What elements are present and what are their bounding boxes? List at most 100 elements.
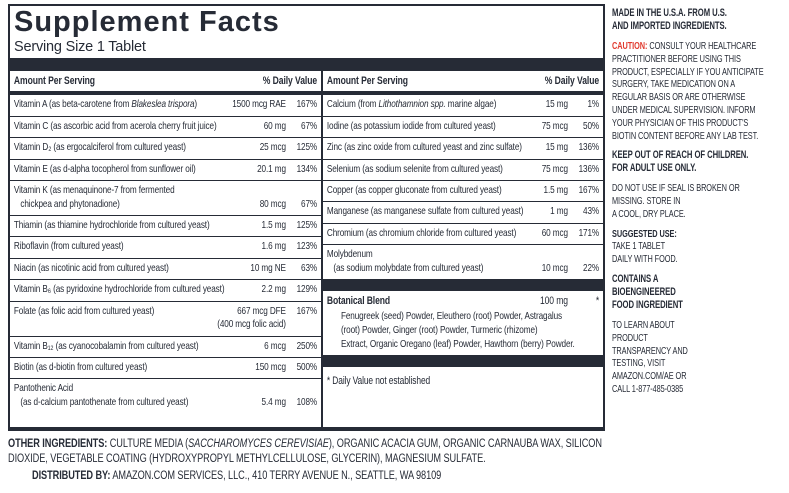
other-ingredients-text: OTHER INGREDIENTS: CULTURE MEDIA (SACCHA… bbox=[8, 437, 609, 467]
nutrient-amount: 150 mcg bbox=[255, 361, 286, 374]
nutrient-row: Manganese (as manganese sulfate from cul… bbox=[323, 201, 603, 222]
side-panel-paragraph: MADE IN THE U.S.A. FROM U.S. AND IMPORTE… bbox=[612, 7, 788, 33]
botanical-blend-section: Botanical Blend 100 mg * Fenugreek (seed… bbox=[323, 291, 603, 354]
nutrient-amount: 15 mg bbox=[545, 141, 568, 154]
nutrient-daily-value: 134% bbox=[296, 162, 318, 175]
other-ingredients-label: OTHER INGREDIENTS: bbox=[8, 438, 108, 450]
side-panel-paragraph: KEEP OUT OF REACH OF CHILDREN. FOR ADULT… bbox=[612, 149, 788, 175]
nutrient-daily-value: 22% bbox=[583, 261, 600, 274]
nutrient-label: Folate (as folic acid from cultured yeas… bbox=[13, 304, 155, 317]
nutrient-row: Vitamin C (as ascorbic acid from acerola… bbox=[10, 115, 321, 137]
nutrient-daily-value: 500% bbox=[296, 361, 318, 374]
nutrient-rows-right: Calcium (from Lithothamnion spp. marine … bbox=[323, 95, 603, 279]
paragraph-text: MADE IN THE U.S.A. FROM U.S. AND IMPORTE… bbox=[612, 7, 727, 32]
nutrient-amount: 5.4 mg bbox=[261, 396, 286, 409]
nutrient-label: Vitamin B₆ (as pyridoxine hydrochloride … bbox=[13, 283, 225, 296]
nutrient-row: Chromium (as chromium chloride from cult… bbox=[323, 222, 603, 244]
nutrient-row: Zinc (as zinc oxide from cultured yeast … bbox=[323, 137, 603, 158]
nutrient-label: Iodine (as potassium iodide from culture… bbox=[326, 119, 496, 132]
nutrient-daily-value: 171% bbox=[578, 226, 600, 239]
nutrient-label: Vitamin C (as ascorbic acid from acerola… bbox=[13, 119, 217, 132]
nutrient-label: Vitamin K (as menaquinone-7 from ferment… bbox=[13, 183, 175, 210]
divider-bar-mid bbox=[323, 279, 603, 292]
nutrient-label: Riboflavin (from cultured yeast) bbox=[13, 240, 124, 253]
nutrient-daily-value: 167% bbox=[296, 304, 318, 317]
facts-column-left: Amount Per Serving % Daily Value Vitamin… bbox=[10, 71, 321, 427]
nutrient-label: Copper (as copper gluconate from culture… bbox=[326, 183, 502, 196]
nutrient-label: Molybdenum (as sodium molybdate from cul… bbox=[326, 247, 484, 274]
nutrient-rows-left: Vitamin A (as beta-carotene from Blakesl… bbox=[10, 95, 321, 413]
facts-columns: Amount Per Serving % Daily Value Vitamin… bbox=[10, 71, 603, 427]
nutrient-daily-value: 136% bbox=[578, 162, 600, 175]
side-panel-paragraph: SUGGESTED USE: TAKE 1 TABLET DAILY WITH … bbox=[612, 228, 788, 266]
nutrient-label: Vitamin E (as d-alpha tocopherol from su… bbox=[13, 162, 196, 175]
footer-text-content: OTHER INGREDIENTS: CULTURE MEDIA (SACCHA… bbox=[8, 437, 609, 485]
other-ingredients-pre: CULTURE MEDIA ( bbox=[107, 438, 189, 450]
nutrient-row: Vitamin B₆ (as pyridoxine hydrochloride … bbox=[10, 279, 321, 300]
side-panel-paragraph: TO LEARN ABOUT PRODUCT TRANSPARENCY AND … bbox=[612, 319, 788, 396]
nutrient-daily-value: 108% bbox=[296, 396, 318, 409]
panel-title: Supplement Facts bbox=[14, 6, 280, 38]
nutrient-row: Folate (as folic acid from cultured yeas… bbox=[10, 300, 321, 336]
nutrient-row: Pantothenic Acid (as d-calcium pantothen… bbox=[10, 378, 321, 413]
side-panel-paragraph: DO NOT USE IF SEAL IS BROKEN OR MISSING.… bbox=[612, 182, 788, 220]
nutrient-daily-value: 250% bbox=[296, 339, 318, 352]
nutrient-daily-value: 67% bbox=[301, 197, 318, 210]
nutrient-label: Thiamin (as thiamine hydrochloride from … bbox=[13, 219, 210, 232]
facts-column-right: Amount Per Serving % Daily Value Calcium… bbox=[321, 71, 603, 427]
nutrient-label: Biotin (as d-biotin from cultured yeast) bbox=[13, 361, 148, 374]
footer-text-block: OTHER INGREDIENTS: CULTURE MEDIA (SACCHA… bbox=[8, 437, 609, 485]
nutrient-row: Calcium (from Lithothamnion spp. marine … bbox=[323, 95, 603, 115]
serving-size: Serving Size 1 Tablet bbox=[14, 38, 146, 55]
nutrient-amount: 1 mg bbox=[550, 205, 568, 218]
distributed-by-text: DISTRIBUTED BY: AMAZON.COM SERVICES, LLC… bbox=[8, 469, 609, 484]
nutrient-amount: 1.6 mg bbox=[261, 240, 286, 253]
distributed-by-address: AMAZON.COM SERVICES, LLC., 410 TERRY AVE… bbox=[110, 470, 442, 483]
column-content-right: Amount Per Serving % Daily Value Calcium… bbox=[323, 71, 603, 387]
nutrient-row: Molybdenum (as sodium molybdate from cul… bbox=[323, 243, 603, 279]
nutrient-daily-value: 167% bbox=[296, 98, 318, 111]
nutrient-label: Zinc (as zinc oxide from cultured yeast … bbox=[326, 141, 522, 154]
nutrient-daily-value: 123% bbox=[296, 240, 318, 253]
nutrient-row: Biotin (as d-biotin from cultured yeast)… bbox=[10, 357, 321, 378]
nutrient-row: Vitamin B₁₂ (as cyanocobalamin from cult… bbox=[10, 335, 321, 357]
column-header: Amount Per Serving % Daily Value bbox=[323, 71, 603, 96]
nutrient-amount: 1500 mcg RAE bbox=[232, 98, 286, 111]
column-header-amount: Amount Per Serving bbox=[13, 75, 95, 88]
divider-bar-top bbox=[10, 58, 603, 72]
nutrient-row: Niacin (as nicotinic acid from cultured … bbox=[10, 257, 321, 279]
nutrient-daily-value: 1% bbox=[587, 98, 600, 111]
nutrient-amount: 667 mcg DFE (400 mcg folic acid) bbox=[217, 304, 286, 331]
nutrient-label: Vitamin A (as beta-carotene from Blakesl… bbox=[13, 98, 198, 111]
column-content-left: Amount Per Serving % Daily Value Vitamin… bbox=[10, 71, 321, 413]
column-header: Amount Per Serving % Daily Value bbox=[10, 71, 321, 96]
paragraph-text: KEEP OUT OF REACH OF CHILDREN. FOR ADULT… bbox=[612, 149, 749, 175]
nutrient-daily-value: 50% bbox=[583, 119, 600, 132]
nutrient-daily-value: 167% bbox=[578, 183, 600, 196]
nutrient-label: Chromium (as chromium chloride from cult… bbox=[326, 226, 517, 239]
side-panel-paragraph: CONTAINS A BIOENGINEERED FOOD INGREDIENT bbox=[612, 273, 788, 312]
botanical-blend-daily-value: * bbox=[595, 295, 600, 308]
side-panel: MADE IN THE U.S.A. FROM U.S. AND IMPORTE… bbox=[612, 7, 788, 403]
paragraph-text: DO NOT USE IF SEAL IS BROKEN OR MISSING.… bbox=[612, 182, 740, 220]
paragraph-text: CONTAINS A BIOENGINEERED FOOD INGREDIENT bbox=[612, 273, 683, 311]
botanical-blend-amount: 100 mg bbox=[539, 295, 568, 308]
nutrient-daily-value: 67% bbox=[301, 119, 318, 132]
panel-header: Supplement Facts Serving Size 1 Tablet bbox=[10, 6, 603, 55]
nutrient-daily-value: 43% bbox=[583, 205, 600, 218]
other-ingredients-species: SACCHAROMYCES CEREVISIAE bbox=[188, 438, 329, 450]
nutrient-label: Vitamin D₂ (as ergocalciferol from cultu… bbox=[13, 141, 186, 154]
nutrient-amount: 75 mcg bbox=[541, 162, 568, 175]
other-ingredients-post: ), ORGANIC ACACIA GUM, ORGANIC CARNAUBA … bbox=[8, 438, 602, 466]
paragraph-text: TAKE 1 TABLET DAILY WITH FOOD. bbox=[612, 240, 678, 266]
nutrient-row: Vitamin E (as d-alpha tocopherol from su… bbox=[10, 158, 321, 180]
botanical-blend-ingredients: Fenugreek (seed) Powder, Eleuthero (root… bbox=[340, 309, 575, 350]
distributed-by-label: DISTRIBUTED BY: bbox=[32, 470, 111, 483]
column-header-amount: Amount Per Serving bbox=[326, 75, 408, 88]
side-panel-paragraph: CAUTION: CONSULT YOUR HEALTHCARE PRACTIT… bbox=[612, 40, 788, 142]
nutrient-daily-value: 125% bbox=[296, 141, 318, 154]
nutrient-amount: 20.1 mg bbox=[257, 162, 286, 175]
nutrient-amount: 10 mcg bbox=[541, 261, 568, 274]
nutrient-daily-value: 125% bbox=[296, 219, 318, 232]
